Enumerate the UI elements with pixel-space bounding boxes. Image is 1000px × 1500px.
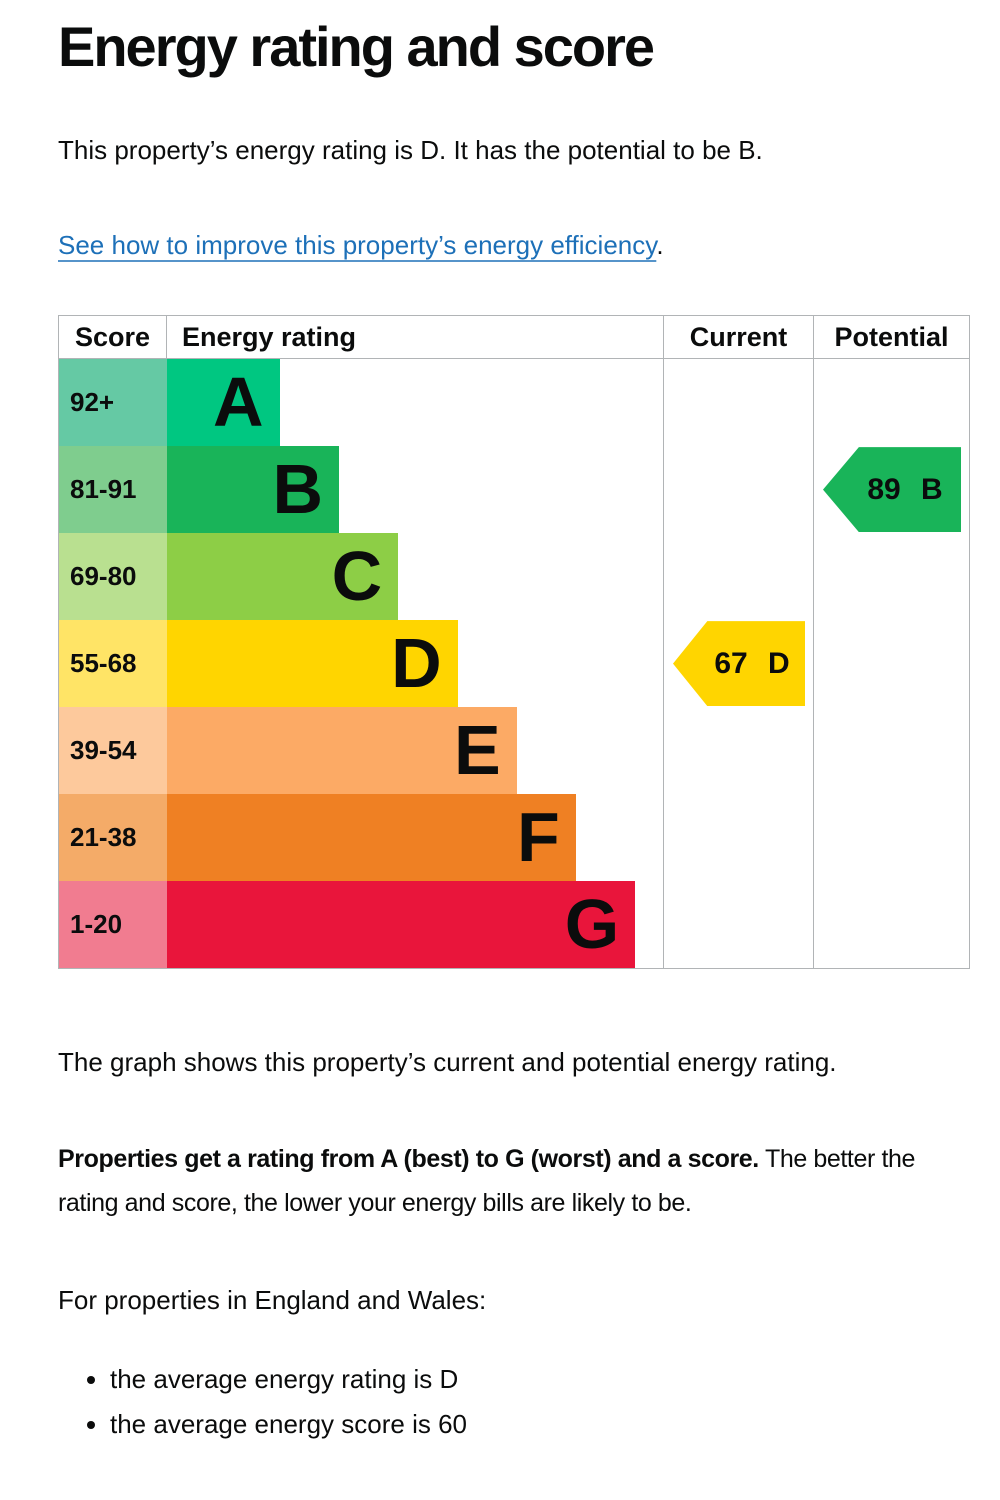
- energy-rating-graph: Score Energy rating Current Potential 92…: [58, 315, 970, 970]
- band-b-potential-cell: 89 B: [813, 446, 969, 534]
- band-f-current-cell: [663, 794, 813, 882]
- page-title: Energy rating and score: [58, 15, 655, 78]
- band-f-potential-cell: [813, 794, 969, 882]
- current-rating-arrow: 67 D: [673, 621, 805, 707]
- graph-caption: The graph shows this property’s current …: [58, 1047, 837, 1078]
- band-g-score-range: 1-20: [59, 881, 167, 969]
- band-row-b: 81-91 B 89 B: [59, 446, 969, 534]
- rating-explanation-rest: The better the rating and score, the low…: [58, 1145, 916, 1217]
- improve-energy-efficiency-link[interactable]: See how to improve this property’s energ…: [58, 230, 657, 261]
- list-item: the average energy rating is D: [110, 1364, 970, 1395]
- band-row-g: 1-20 G: [59, 881, 969, 969]
- band-e-current-cell: [663, 707, 813, 795]
- band-e-letter: E: [453, 711, 501, 790]
- band-d-bar: D: [167, 620, 458, 708]
- band-c-current-cell: [663, 533, 813, 621]
- band-f-rating-cell: F: [167, 794, 663, 882]
- band-f-score-range: 21-38: [59, 794, 167, 882]
- band-row-e: 39-54 E: [59, 707, 969, 795]
- intro-text: This property’s energy rating is D. It h…: [58, 134, 763, 165]
- band-d-current-cell: 67 D: [663, 620, 813, 708]
- band-d-letter: D: [391, 624, 442, 703]
- average-facts-list: the average energy rating is D the avera…: [58, 1364, 970, 1440]
- band-row-f: 21-38 F: [59, 794, 969, 882]
- band-g-current-cell: [663, 881, 813, 969]
- rating-explanation: Properties get a rating from A (best) to…: [58, 1138, 970, 1225]
- band-a-potential-cell: [813, 359, 969, 447]
- band-a-current-cell: [663, 359, 813, 447]
- band-c-letter: C: [331, 537, 383, 616]
- band-g-potential-cell: [813, 881, 969, 969]
- graph-body: 92+ A 81-91 B 89 B 69-80: [59, 359, 969, 969]
- band-g-letter: G: [564, 885, 620, 964]
- band-b-letter: B: [272, 450, 324, 529]
- band-row-c: 69-80 C: [59, 533, 969, 621]
- band-c-rating-cell: C: [167, 533, 663, 621]
- band-f-bar: F: [167, 794, 576, 882]
- band-b-score-range: 81-91: [59, 446, 167, 534]
- band-f-letter: F: [516, 798, 560, 877]
- band-row-d: 55-68 D 67 D: [59, 620, 969, 708]
- improve-link-line: See how to improve this property’s energ…: [58, 230, 970, 261]
- graph-header-row: Score Energy rating Current Potential: [59, 316, 969, 360]
- list-item: the average energy score is 60: [110, 1409, 970, 1440]
- band-g-bar: G: [167, 881, 636, 969]
- header-potential: Potential: [813, 316, 969, 359]
- band-e-bar: E: [167, 707, 517, 795]
- band-d-rating-cell: D: [167, 620, 663, 708]
- band-row-a: 92+ A: [59, 359, 969, 447]
- header-current: Current: [663, 316, 813, 359]
- header-energy-rating: Energy rating: [182, 321, 357, 352]
- band-e-score-range: 39-54: [59, 707, 167, 795]
- band-d-potential-cell: [813, 620, 969, 708]
- band-a-score-range: 92+: [59, 359, 167, 447]
- band-d-score-range: 55-68: [59, 620, 167, 708]
- band-b-rating-cell: B: [167, 446, 663, 534]
- band-c-potential-cell: [813, 533, 969, 621]
- band-g-rating-cell: G: [167, 881, 663, 969]
- band-b-current-cell: [663, 446, 813, 534]
- rating-explanation-bold: Properties get a rating from A (best) to…: [58, 1145, 759, 1174]
- band-e-potential-cell: [813, 707, 969, 795]
- link-period: .: [656, 230, 664, 261]
- band-a-rating-cell: A: [167, 359, 663, 447]
- band-c-bar: C: [167, 533, 399, 621]
- page: Energy rating and score This property’s …: [0, 0, 1000, 1440]
- band-a-bar: A: [167, 359, 280, 447]
- band-b-bar: B: [167, 446, 340, 534]
- region-line: For properties in England and Wales:: [58, 1285, 487, 1316]
- header-score: Score: [59, 316, 167, 359]
- potential-rating-arrow: 89 B: [823, 447, 961, 533]
- band-e-rating-cell: E: [167, 707, 663, 795]
- band-c-score-range: 69-80: [59, 533, 167, 621]
- band-a-letter: A: [213, 363, 264, 442]
